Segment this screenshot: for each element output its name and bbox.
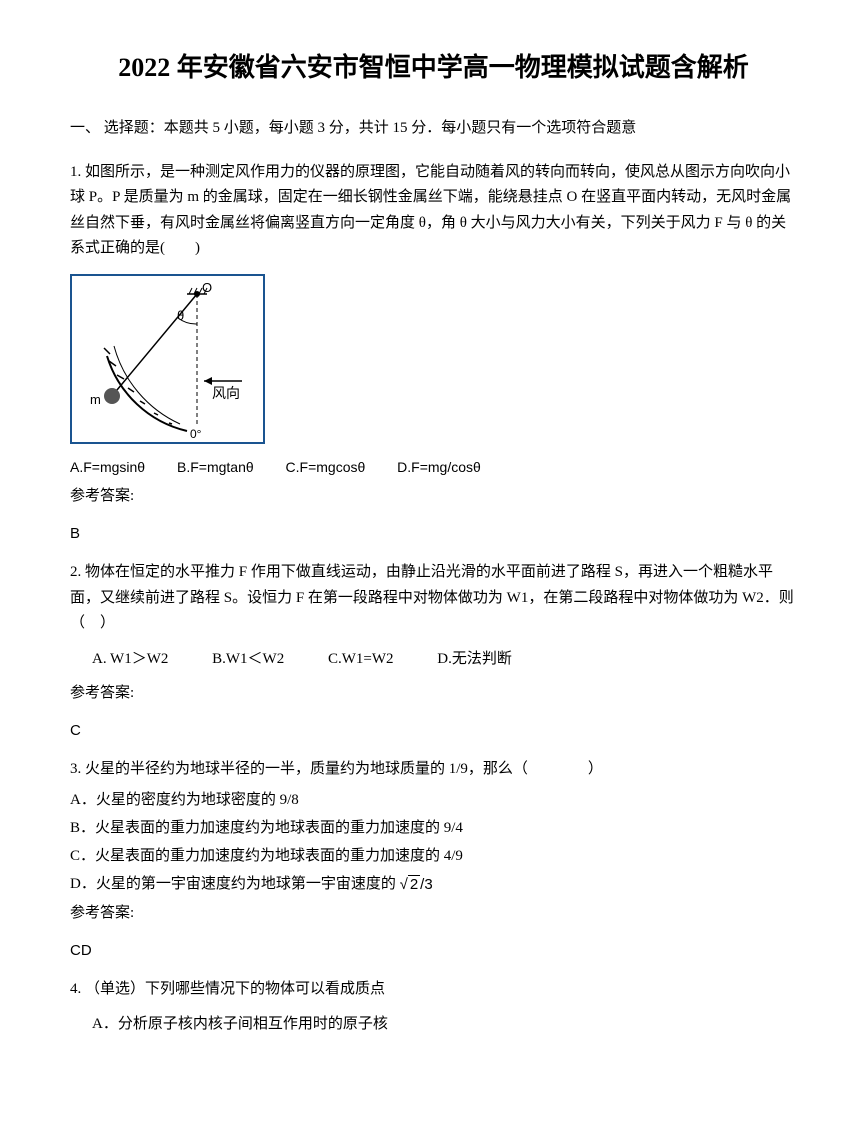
q3-option-a: A．火星的密度约为地球密度的 9/8: [70, 788, 797, 812]
diagram-label-m: m: [90, 392, 101, 407]
q2-answer: C: [70, 719, 797, 743]
diagram-label-o: O: [202, 280, 212, 295]
question-1-options: A.F=mgsinθ B.F=mgtanθ C.F=mgcosθ D.F=mg/…: [70, 456, 797, 478]
q2-option-a: A. W1＞W2: [92, 651, 168, 667]
diagram-label-wind: 风向: [212, 386, 240, 402]
diagram-label-theta: θ: [177, 308, 184, 323]
q3-option-d: D．火星的第一宇宙速度约为地球第一宇宙速度的 √2/3: [70, 872, 797, 897]
q4-option-a: A．分析原子核内核子间相互作用时的原子核: [92, 1012, 797, 1036]
q3-option-b: B．火星表面的重力加速度约为地球表面的重力加速度的 9/4: [70, 816, 797, 840]
q1-answer: B: [70, 522, 797, 546]
question-3-text: 3. 火星的半径约为地球半径的一半，质量约为地球质量的 1/9，那么（ ）: [70, 757, 797, 783]
question-2-options: A. W1＞W2 B.W1＜W2 C.W1=W2 D.无法判断: [92, 647, 797, 671]
q1-answer-label: 参考答案:: [70, 484, 797, 508]
q3-answer-label: 参考答案:: [70, 901, 797, 925]
q1-option-c: C.F=mgcosθ: [286, 459, 366, 475]
diagram-label-zero: 0°: [190, 427, 202, 441]
q3-option-c: C．火星表面的重力加速度约为地球表面的重力加速度的 4/9: [70, 844, 797, 868]
wind-force-diagram: O m θ 风向 0°: [72, 276, 263, 442]
q1-option-b: B.F=mgtanθ: [177, 459, 254, 475]
question-2-text: 2. 物体在恒定的水平推力 F 作用下做直线运动，由静止沿光滑的水平面前进了路程…: [70, 560, 797, 637]
q3-option-d-formula: √2/3: [400, 873, 433, 897]
q1-option-a: A.F=mgsinθ: [70, 459, 145, 475]
q2-option-d: D.无法判断: [437, 651, 512, 667]
question-1-text: 1. 如图所示，是一种测定风作用力的仪器的原理图，它能自动随着风的转向而转向，使…: [70, 160, 797, 262]
q3-option-d-prefix: D．火星的第一宇宙速度约为地球第一宇宙速度的: [70, 876, 396, 892]
exam-title: 2022 年安徽省六安市智恒中学高一物理模拟试题含解析: [70, 50, 797, 86]
q2-answer-label: 参考答案:: [70, 681, 797, 705]
q3-answer: CD: [70, 939, 797, 963]
question-4-text: 4. （单选）下列哪些情况下的物体可以看成质点: [70, 977, 797, 1003]
section-header: 一、 选择题：本题共 5 小题，每小题 3 分，共计 15 分．每小题只有一个选…: [70, 116, 797, 142]
q2-option-c: C.W1=W2: [328, 651, 394, 667]
q1-option-d: D.F=mg/cosθ: [397, 459, 481, 475]
q2-option-b: B.W1＜W2: [212, 651, 284, 667]
question-1-diagram: O m θ 风向 0°: [70, 274, 265, 444]
